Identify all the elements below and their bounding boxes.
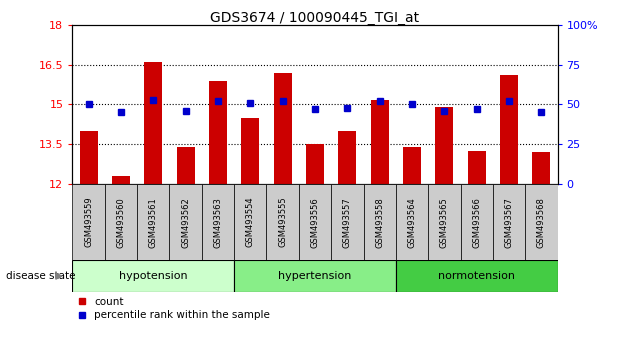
Text: GSM493559: GSM493559 [84, 197, 93, 247]
Text: disease state: disease state [6, 271, 76, 281]
Bar [403, 147, 421, 184]
Bar [306, 144, 324, 184]
Bar [371, 101, 389, 184]
Bar [177, 147, 195, 184]
Bar [137, 184, 169, 260]
Text: hypotension: hypotension [119, 271, 188, 281]
Bar [396, 184, 428, 260]
Bar [299, 184, 331, 260]
Bar [338, 131, 356, 184]
Bar [525, 184, 558, 260]
Bar [105, 184, 137, 260]
Text: hypertension: hypertension [278, 271, 352, 281]
Bar [532, 152, 550, 184]
Bar [500, 75, 518, 184]
Text: GDS3674 / 100090445_TGI_at: GDS3674 / 100090445_TGI_at [210, 11, 420, 25]
Bar [274, 73, 292, 184]
Text: GSM493567: GSM493567 [505, 197, 513, 247]
Bar [435, 107, 453, 184]
Text: GSM493564: GSM493564 [408, 197, 416, 247]
Bar [241, 118, 259, 184]
Bar [234, 260, 396, 292]
Text: GSM493561: GSM493561 [149, 197, 158, 247]
Bar [428, 184, 461, 260]
Bar [493, 184, 525, 260]
Bar [80, 131, 98, 184]
Text: GSM493565: GSM493565 [440, 197, 449, 247]
Bar [468, 151, 486, 184]
Text: GSM493556: GSM493556 [311, 197, 319, 247]
Text: GSM493566: GSM493566 [472, 197, 481, 247]
Text: GSM493568: GSM493568 [537, 197, 546, 247]
Bar [72, 184, 105, 260]
Bar [202, 184, 234, 260]
Bar [169, 184, 202, 260]
Bar [331, 184, 364, 260]
Bar [234, 184, 266, 260]
Text: normotension: normotension [438, 271, 515, 281]
Text: GSM493560: GSM493560 [117, 197, 125, 247]
Text: GSM493554: GSM493554 [246, 197, 255, 247]
Bar [209, 80, 227, 184]
Text: GSM493562: GSM493562 [181, 197, 190, 247]
Bar [396, 260, 558, 292]
Text: GSM493563: GSM493563 [214, 197, 222, 247]
Text: GSM493558: GSM493558 [375, 197, 384, 247]
Bar [112, 176, 130, 184]
Bar [461, 184, 493, 260]
Bar [266, 184, 299, 260]
Bar [72, 260, 234, 292]
Text: GSM493555: GSM493555 [278, 197, 287, 247]
Bar [144, 62, 162, 184]
Legend: count, percentile rank within the sample: count, percentile rank within the sample [77, 297, 270, 320]
Text: GSM493557: GSM493557 [343, 197, 352, 247]
Bar [364, 184, 396, 260]
